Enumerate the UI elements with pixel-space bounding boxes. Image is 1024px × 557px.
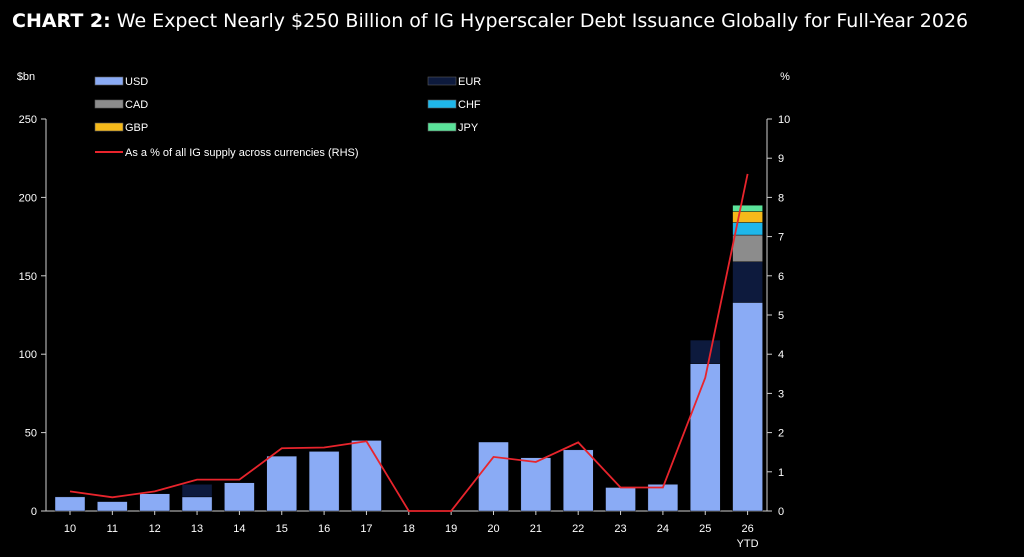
legend-swatch-cad bbox=[94, 99, 124, 109]
legend-label-cad: CAD bbox=[125, 99, 148, 111]
bar-segment-usd bbox=[690, 363, 721, 512]
chart-title-text: We Expect Nearly $250 Billion of IG Hype… bbox=[116, 10, 969, 32]
left-axis-tick-label: 250 bbox=[19, 114, 37, 126]
chart-title-lead: CHART 2: bbox=[12, 10, 111, 32]
x-axis-tick-label: 24 bbox=[657, 523, 669, 535]
right-axis-tick-label: 8 bbox=[778, 192, 784, 204]
x-axis-tick-label: 17 bbox=[360, 523, 372, 535]
legend-swatch-jpy bbox=[427, 122, 457, 132]
x-axis-tick-label: 11 bbox=[107, 523, 118, 535]
bar-segment-usd bbox=[520, 457, 552, 512]
bar-segment-usd bbox=[732, 302, 763, 512]
x-axis-tick-label: 25 bbox=[699, 523, 711, 535]
left-axis-tick-label: 150 bbox=[19, 271, 37, 283]
bar-segment-usd bbox=[139, 493, 170, 512]
left-axis-tick-label: 100 bbox=[19, 349, 37, 361]
bar-segment-eur bbox=[181, 484, 213, 498]
right-axis-tick-label: 9 bbox=[778, 153, 784, 165]
legend-label-jpy: JPY bbox=[458, 122, 479, 134]
right-axis-tick-label: 6 bbox=[778, 271, 784, 283]
x-axis-tick-label: 22 bbox=[572, 523, 584, 535]
x-axis-tick-label: 20 bbox=[487, 523, 499, 535]
legend-label-usd: USD bbox=[125, 76, 148, 88]
right-axis-tick-label: 2 bbox=[778, 428, 784, 440]
legend-label-line: As a % of all IG supply across currencie… bbox=[125, 147, 359, 159]
left-axis-tick-label: 50 bbox=[25, 428, 37, 440]
bar-segment-usd bbox=[181, 496, 213, 512]
x-axis-tick-label: 23 bbox=[614, 523, 626, 535]
legend-swatch-chf bbox=[427, 99, 457, 109]
bar-segment-usd bbox=[563, 449, 594, 512]
legend-swatch-usd bbox=[94, 76, 124, 86]
bar-segment-eur bbox=[690, 339, 721, 364]
legend-label-chf: CHF bbox=[458, 99, 481, 111]
bar-segment-usd bbox=[224, 482, 255, 512]
x-axis-tick-label: 21 bbox=[530, 523, 542, 535]
x-axis-tick-sublabel: YTD bbox=[737, 538, 759, 550]
left-axis-tick-label: 0 bbox=[31, 506, 37, 518]
x-axis-tick-label: 16 bbox=[318, 523, 330, 535]
right-axis-tick-label: 10 bbox=[778, 114, 790, 126]
bar-segment-usd bbox=[308, 451, 340, 512]
x-axis-tick-label: 15 bbox=[276, 523, 288, 535]
right-axis-tick-label: 7 bbox=[778, 232, 784, 244]
x-axis-tick-label: 14 bbox=[233, 523, 245, 535]
legend-swatch-eur bbox=[427, 76, 457, 86]
bar-segment-usd bbox=[266, 455, 297, 512]
legend-swatch-gbp bbox=[94, 122, 124, 132]
right-axis-tick-label: 3 bbox=[778, 388, 784, 400]
left-axis-tick-label: 200 bbox=[19, 192, 37, 204]
x-axis-tick-label: 19 bbox=[445, 523, 457, 535]
legend-label-eur: EUR bbox=[458, 76, 481, 88]
bar-segment-jpy bbox=[732, 205, 763, 212]
chart-title: CHART 2: We Expect Nearly $250 Billion o… bbox=[12, 10, 968, 32]
right-axis-tick-label: 4 bbox=[778, 349, 784, 361]
bar-segment-eur bbox=[732, 261, 763, 303]
bar-segment-usd bbox=[97, 501, 128, 512]
right-axis-unit-label: % bbox=[780, 71, 790, 83]
x-axis-tick-label: 18 bbox=[403, 523, 415, 535]
x-axis-tick-label: 13 bbox=[191, 523, 203, 535]
bar-segment-usd bbox=[647, 484, 679, 512]
right-axis-tick-label: 1 bbox=[778, 467, 784, 479]
left-axis-unit-label: $bn bbox=[17, 71, 35, 83]
bar-segment-usd bbox=[605, 487, 636, 512]
line-series-pct-of-ig-supply bbox=[69, 173, 749, 512]
x-axis-tick-label: 26 bbox=[741, 523, 753, 535]
right-axis-tick-label: 0 bbox=[778, 506, 784, 518]
bar-segment-usd bbox=[478, 441, 509, 512]
x-axis-tick-label: 12 bbox=[149, 523, 161, 535]
right-axis-tick-label: 5 bbox=[778, 310, 784, 322]
bar-segment-usd bbox=[351, 440, 382, 512]
bar-segment-usd bbox=[54, 496, 86, 512]
x-axis-tick-label: 10 bbox=[64, 523, 76, 535]
bar-segment-cad bbox=[732, 234, 763, 262]
legend-label-gbp: GBP bbox=[125, 122, 148, 134]
